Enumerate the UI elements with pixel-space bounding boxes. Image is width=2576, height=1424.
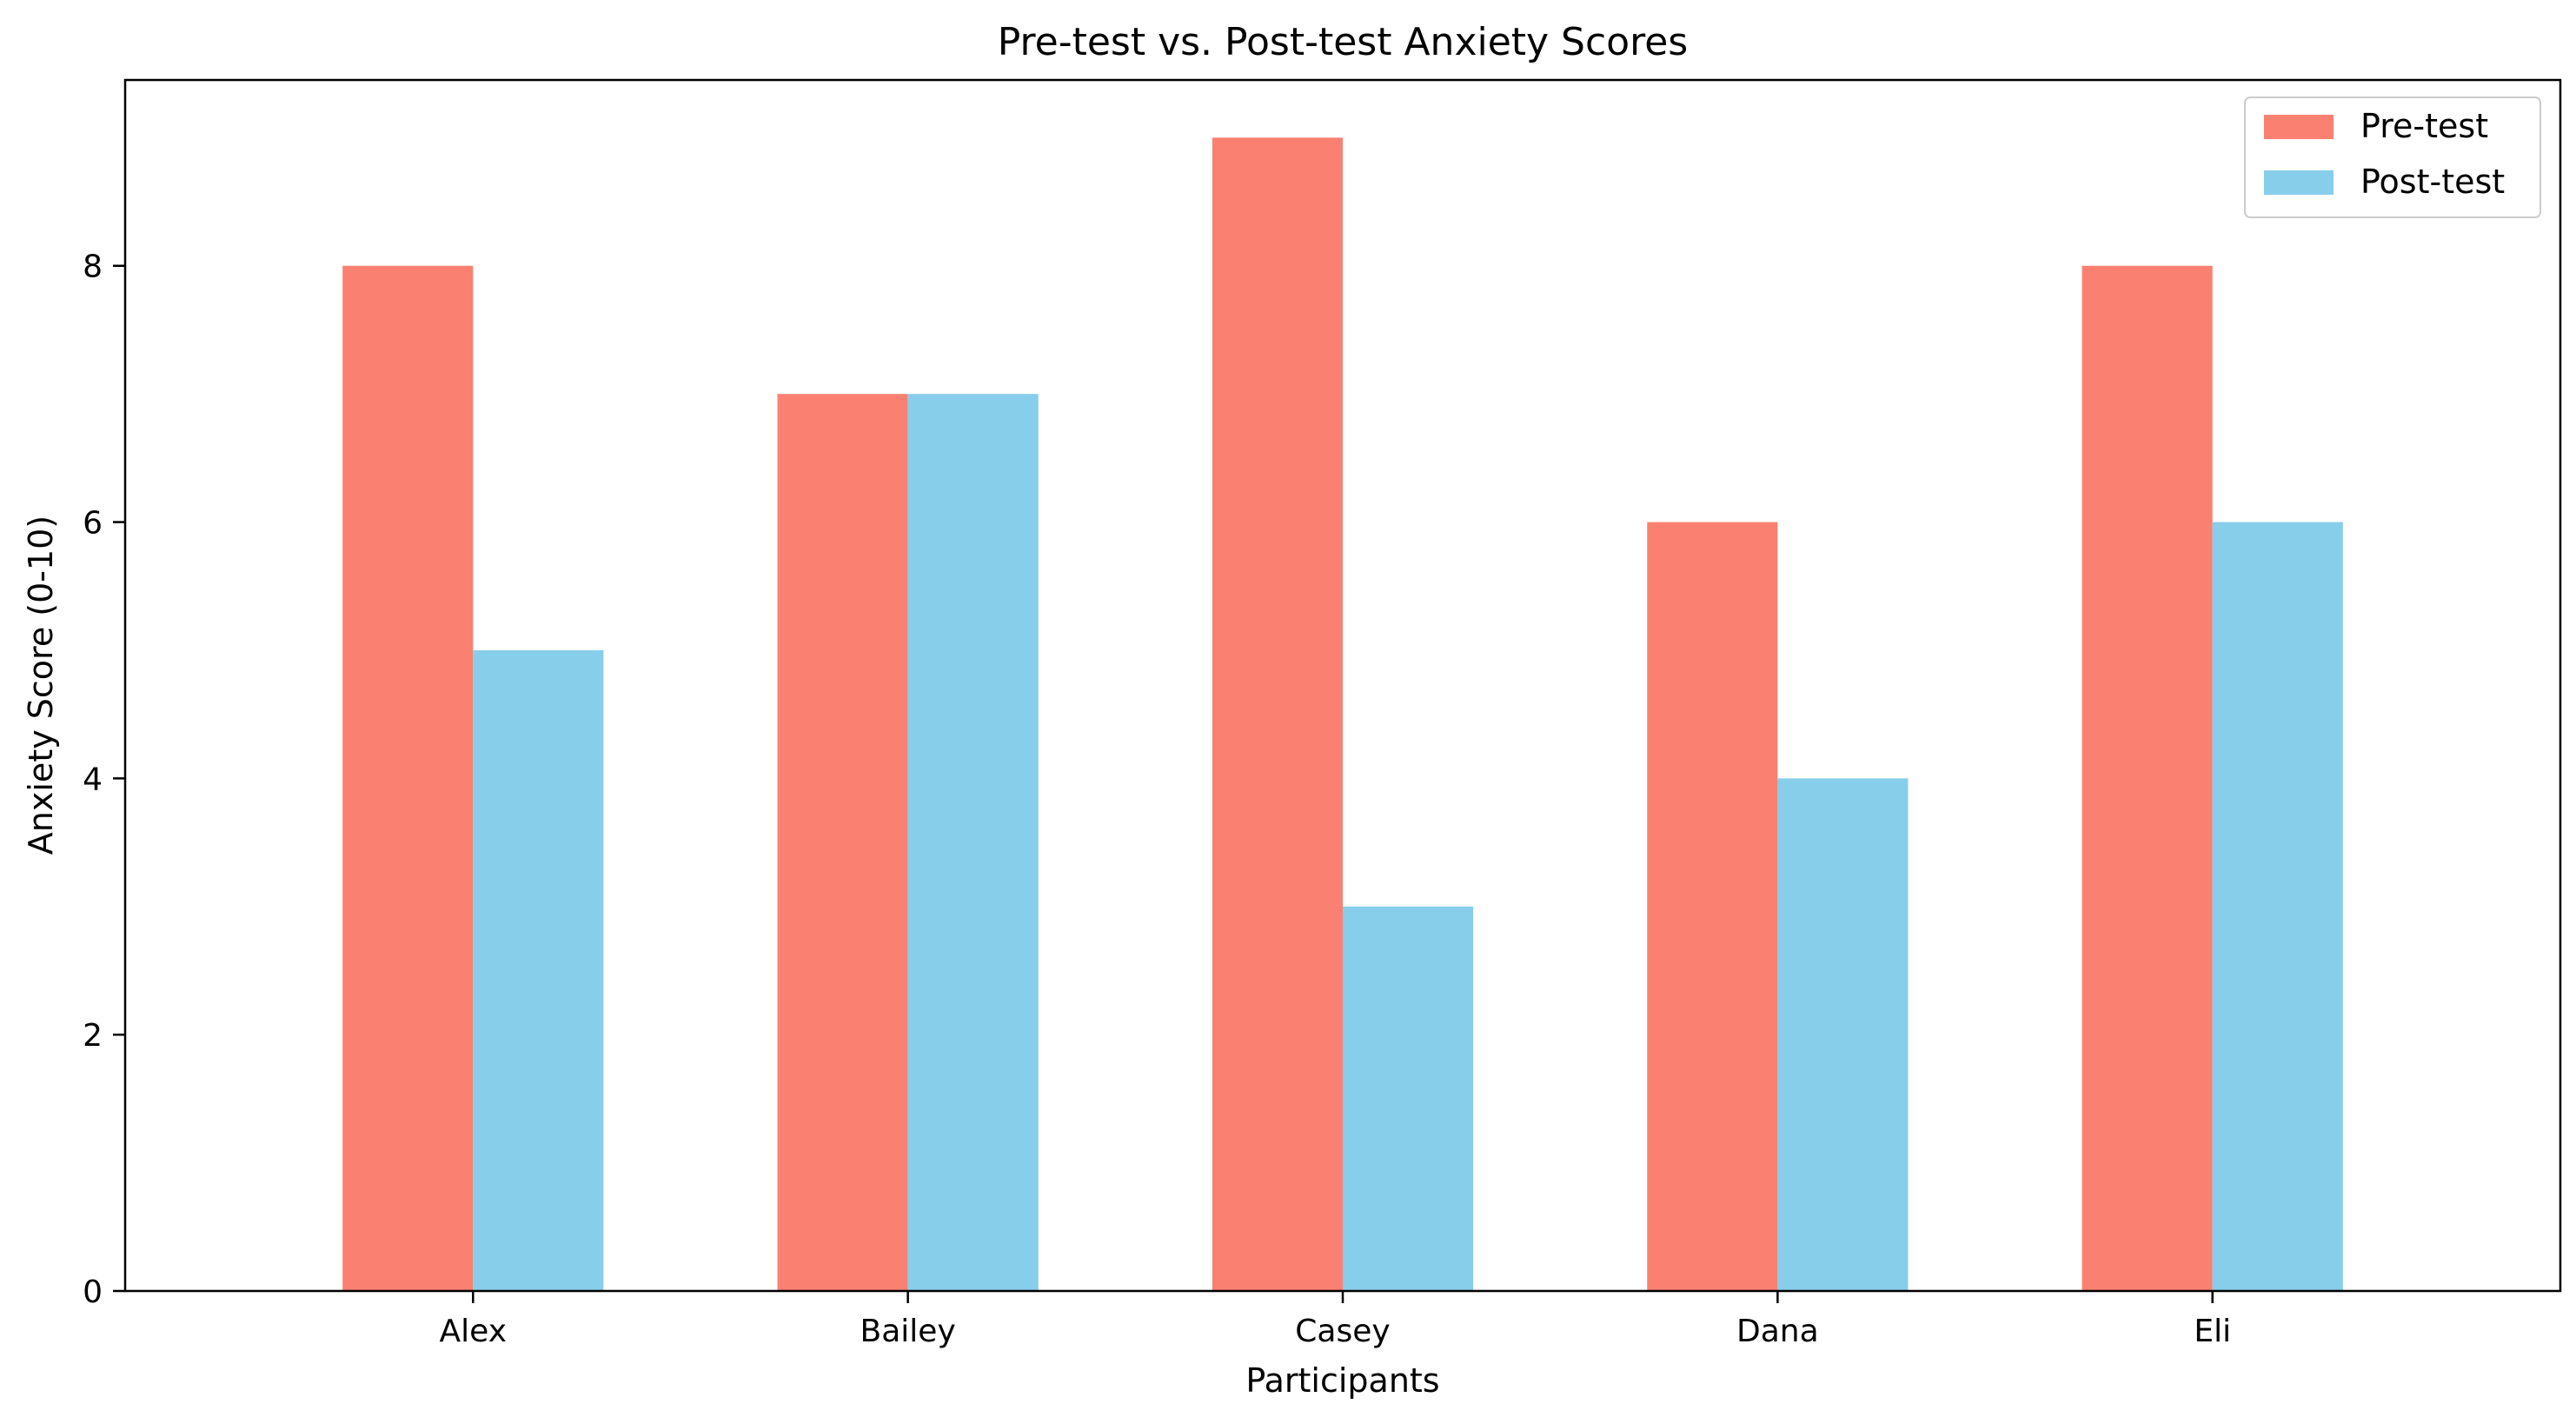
x-tick-label: Alex bbox=[440, 1314, 507, 1349]
x-tick-label: Bailey bbox=[860, 1314, 956, 1349]
legend-label: Pre-test bbox=[2360, 107, 2488, 145]
y-tick-label: 6 bbox=[83, 506, 103, 542]
x-tick-label: Dana bbox=[1736, 1314, 1819, 1349]
y-tick-label: 4 bbox=[83, 762, 103, 797]
y-tick-label: 2 bbox=[83, 1018, 103, 1054]
x-tick-label: Eli bbox=[2194, 1314, 2231, 1349]
chart-title: Pre-test vs. Post-test Anxiety Scores bbox=[998, 20, 1688, 64]
bar-post-test-dana bbox=[1777, 778, 1909, 1291]
bar-post-test-alex bbox=[473, 649, 604, 1291]
y-axis: 0 2 4 6 8 bbox=[83, 250, 125, 1310]
bar-pre-test-casey bbox=[1212, 137, 1343, 1291]
x-axis: Alex Bailey Casey Dana Eli bbox=[440, 1291, 2231, 1349]
y-tick-label: 0 bbox=[83, 1274, 103, 1310]
bar-pre-test-alex bbox=[342, 265, 474, 1292]
bar-post-test-casey bbox=[1343, 906, 1474, 1291]
y-tick-label: 8 bbox=[83, 250, 103, 285]
x-tick-label: Casey bbox=[1295, 1314, 1390, 1349]
legend-swatch bbox=[2264, 170, 2334, 195]
y-axis-label: Anxiety Score (0-10) bbox=[22, 516, 60, 855]
legend-label: Post-test bbox=[2360, 163, 2505, 201]
legend-swatch bbox=[2264, 115, 2334, 139]
bars-layer bbox=[342, 137, 2343, 1292]
bar-pre-test-bailey bbox=[777, 394, 908, 1291]
bar-pre-test-eli bbox=[2081, 265, 2213, 1292]
plot-frame bbox=[123, 78, 2562, 1293]
bar-post-test-bailey bbox=[907, 394, 1039, 1291]
legend: Pre-test Post-test bbox=[2244, 96, 2541, 218]
bar-pre-test-dana bbox=[1647, 522, 1778, 1291]
x-axis-label: Participants bbox=[1245, 1361, 1439, 1400]
bar-post-test-eli bbox=[2212, 522, 2343, 1291]
